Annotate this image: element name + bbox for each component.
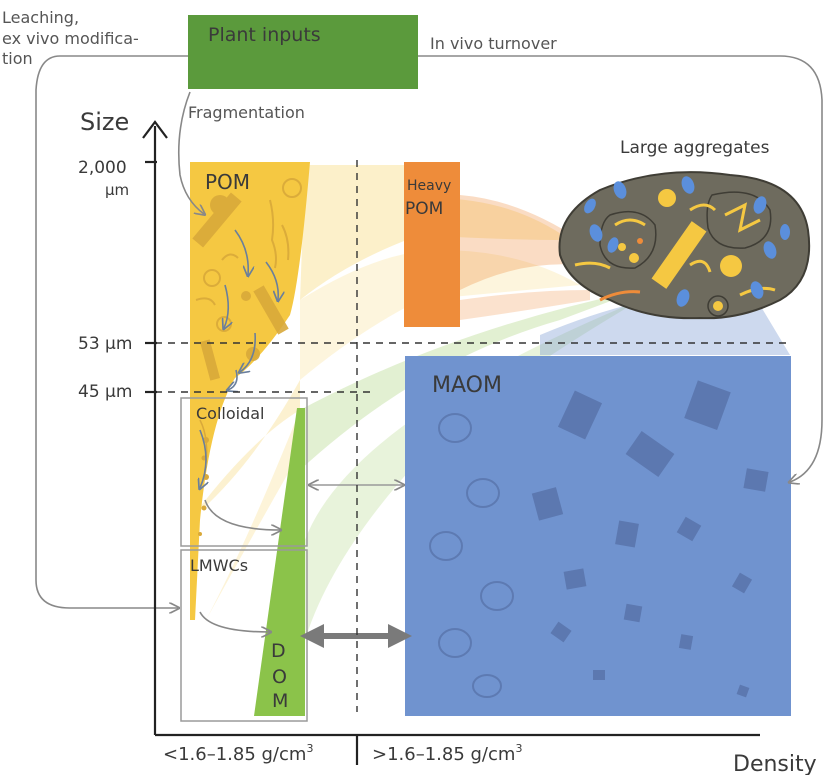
density-high-label: >1.6–1.85 g/cm3 [372,742,522,765]
heavy-pom-label: POM [405,199,443,219]
colloidal-label: Colloidal [196,404,265,423]
large-aggregates-label: Large aggregates [620,138,770,158]
density-axis-label: Density [733,752,817,775]
large-aggregate [558,171,811,320]
maom-block [405,356,791,716]
leaching-label-line1: Leaching, [2,8,79,27]
density-low-label: <1.6–1.85 g/cm3 [163,742,313,765]
plant-inputs-box [188,15,418,89]
leaching-label-line3: tion [2,49,33,68]
axes [142,120,760,765]
dom-flow-arrows [199,499,280,632]
tick-2000-label: 2,000 [78,158,127,178]
lmwcs-label: LMWCs [190,556,248,575]
dom-letter-d: D [271,640,286,662]
tick-45-label: 45 µm [78,382,132,402]
dom-letter-o: O [272,666,287,688]
heavy-label: Heavy [407,178,451,194]
tick-53-label: 53 µm [78,334,132,354]
threshold-lines [155,160,790,712]
maom-label: MAOM [432,373,502,398]
heavy-pom-block [404,162,460,327]
dom-letter-m: M [272,690,288,712]
pom-wedge [190,162,310,620]
colloidal-box [180,397,308,547]
dom-wedge [254,408,305,716]
fragmentation-arrows [200,229,278,488]
fragmentation-label: Fragmentation [188,103,305,122]
pom-label: POM [205,170,250,194]
plant-inputs-label: Plant inputs [208,24,321,46]
leaching-label-line2: ex vivo modifica- [2,29,139,48]
tick-2000-unit: µm [105,181,129,199]
size-axis-label: Size [80,108,129,136]
flow-connectors [35,55,823,608]
in-vivo-turnover-label: In vivo turnover [430,34,557,53]
